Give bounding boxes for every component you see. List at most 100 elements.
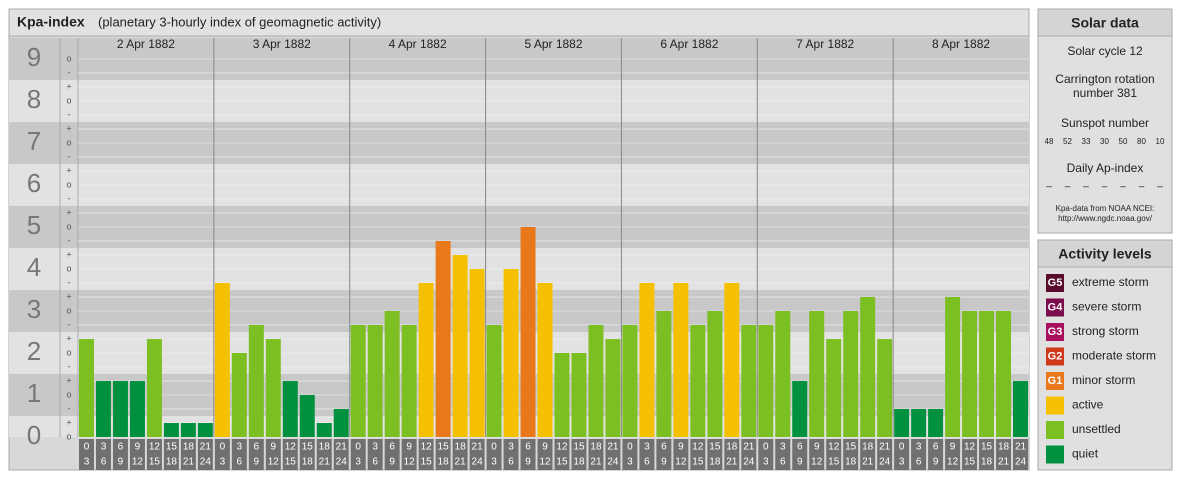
hour-from: 6 <box>118 442 124 453</box>
hour-to: 3 <box>355 457 361 468</box>
hour-from: 18 <box>319 442 331 453</box>
bar <box>333 408 349 437</box>
hour-from: 3 <box>780 442 786 453</box>
hour-cell <box>367 439 383 470</box>
hour-from: 3 <box>101 442 107 453</box>
hour-cell <box>996 439 1012 470</box>
level-swatch <box>1046 396 1064 415</box>
hour-cell <box>758 439 774 470</box>
hour-to: 6 <box>916 457 922 468</box>
minor-tick-label: - <box>68 67 71 77</box>
hour-to: 18 <box>845 457 857 468</box>
hour-to: 24 <box>743 457 755 468</box>
hour-from: 9 <box>814 442 820 453</box>
hour-from: 0 <box>220 442 226 453</box>
hour-from: 12 <box>285 442 297 453</box>
hour-to: 21 <box>590 457 602 468</box>
y-tick-label: 7 <box>27 126 41 156</box>
bar <box>248 324 264 437</box>
bar <box>945 297 961 437</box>
hour-cell <box>452 439 468 470</box>
hour-cell <box>622 439 638 470</box>
level-name: extreme storm <box>1072 275 1149 289</box>
hour-from: 12 <box>149 442 161 453</box>
bar <box>316 423 332 437</box>
minor-tick-label: o <box>66 389 71 399</box>
hour-from: 0 <box>491 442 497 453</box>
level-name: unsettled <box>1072 422 1121 436</box>
day-label: 2 Apr 1882 <box>117 37 175 51</box>
bar <box>894 408 910 437</box>
y-tick-label: 2 <box>27 336 41 366</box>
hour-to: 24 <box>879 457 891 468</box>
minor-tick-label: - <box>68 193 71 203</box>
level-name: severe storm <box>1072 300 1141 314</box>
hour-from: 0 <box>84 442 90 453</box>
hour-from: 3 <box>644 442 650 453</box>
bar <box>622 324 638 437</box>
hour-cell <box>180 439 196 470</box>
bar <box>639 282 655 437</box>
bar <box>979 311 995 437</box>
bar <box>350 324 366 437</box>
solar-title: Solar data <box>1071 15 1139 31</box>
carrington: Carrington rotation number 381 <box>1055 72 1155 100</box>
hour-from: 0 <box>355 442 361 453</box>
ap-value: – <box>1157 182 1163 193</box>
hour-cell <box>231 439 247 470</box>
level-code: G1 <box>1048 375 1063 387</box>
hour-from: 6 <box>254 442 260 453</box>
hour-cell <box>588 439 604 470</box>
bar <box>180 423 196 437</box>
hour-cell <box>79 439 94 470</box>
hour-from: 15 <box>438 442 450 453</box>
hour-cell <box>486 439 502 470</box>
hour-to: 24 <box>472 457 484 468</box>
hour-to: 6 <box>101 457 107 468</box>
hour-from: 9 <box>271 442 277 453</box>
hour-from: 6 <box>797 442 803 453</box>
bar <box>265 339 281 437</box>
source-url: http://www.ngdc.noaa.gov/ <box>1058 214 1153 223</box>
minor-tick-label: - <box>68 235 71 245</box>
hour-to: 3 <box>763 457 769 468</box>
bar <box>95 381 111 437</box>
hour-from: 6 <box>933 442 939 453</box>
sunspot-value: 80 <box>1137 137 1146 146</box>
bar <box>537 282 553 437</box>
hour-to: 3 <box>491 457 497 468</box>
hour-to: 18 <box>573 457 585 468</box>
hour-cell <box>265 439 281 470</box>
hour-to: 12 <box>132 457 144 468</box>
minor-tick-label: o <box>66 179 71 189</box>
hour-to: 15 <box>556 457 568 468</box>
bar <box>384 311 400 437</box>
ap-value: – <box>1139 182 1145 193</box>
level-swatch <box>1046 421 1064 439</box>
hour-cell <box>775 439 791 470</box>
hour-cell <box>384 439 400 470</box>
hour-cell <box>860 439 876 470</box>
band <box>9 416 1029 437</box>
hour-to: 15 <box>421 457 433 468</box>
bar <box>231 353 247 437</box>
bar <box>877 339 893 437</box>
bar <box>503 269 519 437</box>
hour-to: 18 <box>166 457 178 468</box>
minor-tick-label: o <box>66 95 71 105</box>
sunspot-value: 30 <box>1100 137 1109 146</box>
hour-to: 12 <box>404 457 416 468</box>
hour-cell <box>214 439 230 470</box>
hour-to: 15 <box>964 457 976 468</box>
level-name: moderate storm <box>1072 349 1156 363</box>
bar <box>962 311 978 437</box>
bar <box>79 339 94 437</box>
hour-cell <box>979 439 995 470</box>
bar <box>435 240 451 437</box>
y-tick-label: 0 <box>27 420 41 450</box>
bar <box>214 282 230 437</box>
hour-cell <box>792 439 808 470</box>
y-tick-label: 8 <box>27 84 41 114</box>
hour-cell <box>741 439 757 470</box>
minor-tick-label: - <box>68 319 71 329</box>
